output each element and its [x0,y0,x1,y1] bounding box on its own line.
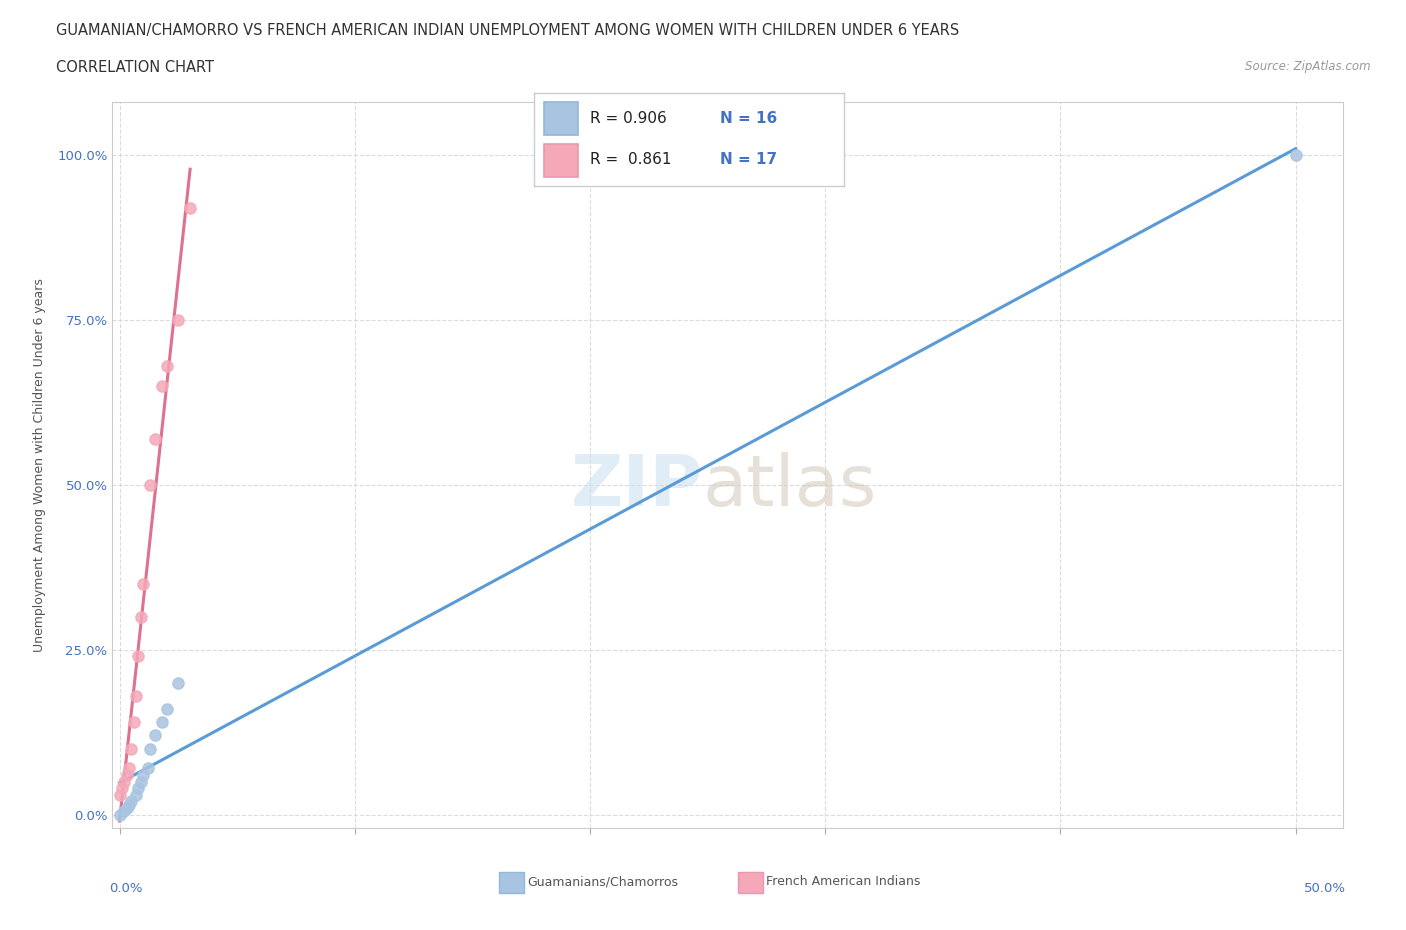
Point [139,741,162,756]
Text: R =  0.861: R = 0.861 [591,153,672,167]
Y-axis label: Unemployment Among Women with Children Under 6 years: Unemployment Among Women with Children U… [34,278,46,652]
Text: N = 16: N = 16 [720,111,778,126]
Point [112,774,135,789]
Point [115,801,138,816]
Point [115,767,138,782]
Point [139,477,162,492]
Text: atlas: atlas [703,452,877,521]
Point [155,359,177,374]
Point [118,761,141,776]
Point [129,774,152,789]
Text: Guamanians/Chamorros: Guamanians/Chamorros [527,875,678,888]
FancyBboxPatch shape [544,102,578,135]
Point [120,794,142,809]
Text: 50.0%: 50.0% [1305,882,1347,895]
Text: CORRELATION CHART: CORRELATION CHART [56,60,214,75]
Point [127,780,149,795]
Point [129,609,152,624]
Point [132,577,155,591]
Text: Source: ZipAtlas.com: Source: ZipAtlas.com [1246,60,1371,73]
Text: French American Indians: French American Indians [766,875,921,888]
Point [167,675,190,690]
Text: R = 0.906: R = 0.906 [591,111,666,126]
Point [111,780,134,795]
Point [150,379,173,393]
Point [143,728,166,743]
Point [120,741,142,756]
Text: N = 17: N = 17 [720,153,778,167]
Point [108,807,131,822]
Point [1285,148,1308,163]
Point [150,715,173,730]
Point [108,788,131,803]
Point [125,788,148,803]
Point [155,701,177,716]
Point [112,804,135,818]
Point [127,649,149,664]
Point [122,715,145,730]
Text: ZIP: ZIP [571,452,703,521]
Text: 0.0%: 0.0% [108,882,142,895]
Point [125,688,148,703]
Point [167,312,190,327]
Point [143,432,166,446]
Point [132,767,155,782]
Point [136,761,159,776]
Text: GUAMANIAN/CHAMORRO VS FRENCH AMERICAN INDIAN UNEMPLOYMENT AMONG WOMEN WITH CHILD: GUAMANIAN/CHAMORRO VS FRENCH AMERICAN IN… [56,23,959,38]
FancyBboxPatch shape [544,144,578,177]
Point [118,797,141,812]
Point [179,200,201,215]
